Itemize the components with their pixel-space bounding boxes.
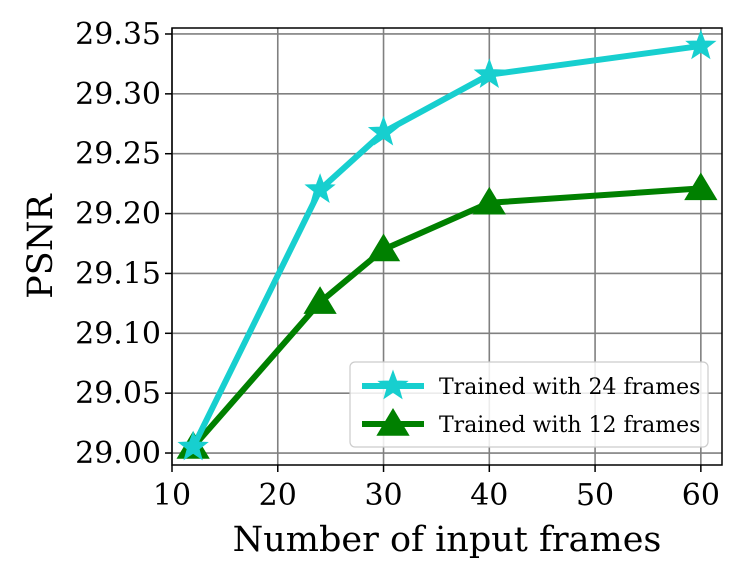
triangle-marker xyxy=(376,408,410,436)
data-point-triangle xyxy=(684,172,718,201)
axis-ticks: 10 20 30 40 50 60 29.00 29.05 29.10 29.15 29.20 29.… xyxy=(75,17,720,513)
x-tick-label: 40 xyxy=(470,478,508,513)
data-point-triangle xyxy=(366,233,401,262)
data-point-triangle xyxy=(303,286,337,314)
legend-label: Trained with 12 frames xyxy=(439,413,700,438)
x-tick-label: 20 xyxy=(259,478,297,513)
legend-entry: Trained with 24 frames xyxy=(362,369,700,400)
series-1 xyxy=(177,29,717,461)
data-point-star xyxy=(177,430,209,461)
legend-entries: Trained with 24 frames Trained with 12 fr… xyxy=(362,369,700,438)
y-tick-label: 29.00 xyxy=(75,436,161,471)
data-point-star xyxy=(473,58,505,89)
data-point-star xyxy=(367,115,400,146)
y-tick-label: 29.25 xyxy=(75,137,161,172)
x-tick-label: 50 xyxy=(576,478,614,513)
y-tick-label: 29.10 xyxy=(75,316,161,351)
data-point-triangle xyxy=(472,186,506,215)
y-tick-label: 29.35 xyxy=(75,17,161,52)
y-axis-label: PSNR xyxy=(21,193,61,299)
legend-box xyxy=(349,361,709,448)
plot-frame xyxy=(171,27,723,466)
series-2 xyxy=(176,172,718,459)
data-point-star xyxy=(304,173,336,203)
y-tick-label: 29.05 xyxy=(75,376,161,411)
y-tick-label: 29.30 xyxy=(75,77,161,112)
series-layer xyxy=(176,29,718,461)
x-tick-label: 10 xyxy=(153,478,191,513)
star-marker xyxy=(377,369,409,400)
x-tick-label: 60 xyxy=(682,478,720,513)
legend-label: Trained with 24 frames xyxy=(439,375,700,400)
x-axis-label: Number of input frames xyxy=(233,520,662,560)
y-tick-label: 29.15 xyxy=(75,256,161,291)
legend: Trained with 24 frames Trained with 12 fr… xyxy=(349,361,709,448)
grid-lines xyxy=(171,28,722,465)
data-point-star xyxy=(685,29,717,60)
legend-entry: Trained with 12 frames xyxy=(362,408,700,438)
y-tick-label: 29.20 xyxy=(75,197,161,232)
x-tick-label: 30 xyxy=(364,478,402,513)
